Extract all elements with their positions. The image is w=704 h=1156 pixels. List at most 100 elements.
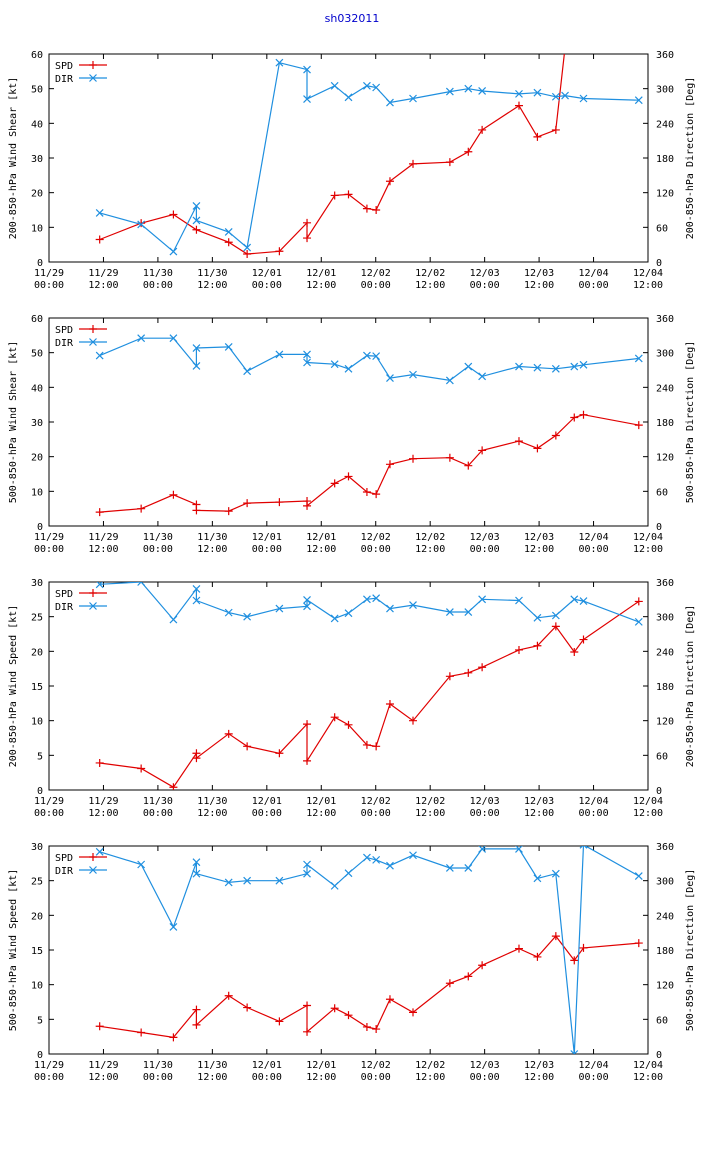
data-point-spd xyxy=(445,453,454,462)
legend-marker-spd xyxy=(89,61,97,69)
data-point-dir xyxy=(137,220,146,229)
y-tick-label-right: 360 xyxy=(656,50,674,61)
x-tick-label-time: 00:00 xyxy=(361,808,391,819)
series-line-spd xyxy=(99,414,639,513)
data-point-dir xyxy=(634,617,643,626)
data-point-spd xyxy=(464,461,473,470)
x-tick-label-date: 12/01 xyxy=(306,1060,336,1071)
x-tick-label-date: 12/04 xyxy=(578,532,608,543)
data-point-dir xyxy=(478,595,487,604)
x-tick-label-date: 12/03 xyxy=(470,532,500,543)
y-tick-label-left: 30 xyxy=(31,418,43,429)
data-point-spd xyxy=(464,972,473,981)
legend-label-spd: SPD xyxy=(55,853,73,864)
x-tick-label-time: 00:00 xyxy=(578,280,608,291)
data-point-dir xyxy=(579,846,588,849)
y-tick-label-left: 20 xyxy=(31,453,43,464)
data-point-dir xyxy=(579,94,588,103)
data-point-spd xyxy=(192,1005,201,1014)
y-tick-label-left: 30 xyxy=(31,154,43,165)
data-point-dir xyxy=(243,612,252,621)
chart-panel-1: 11/2900:0011/2912:0011/3000:0011/3012:00… xyxy=(8,43,696,291)
x-tick-label-date: 12/04 xyxy=(633,1060,663,1071)
x-tick-label-date: 12/03 xyxy=(470,796,500,807)
data-point-spd xyxy=(169,783,178,790)
x-tick-label-date: 11/30 xyxy=(197,1060,227,1071)
data-point-spd xyxy=(243,742,252,751)
series-spd xyxy=(95,43,569,259)
legend-label-dir: DIR xyxy=(55,602,74,613)
x-tick-label-date: 11/30 xyxy=(197,268,227,279)
data-point-spd xyxy=(561,43,569,51)
x-tick-label-date: 12/02 xyxy=(415,532,445,543)
data-point-dir xyxy=(363,853,371,862)
x-tick-label-time: 12:00 xyxy=(88,544,118,555)
data-point-spd xyxy=(533,641,542,650)
series-dir xyxy=(95,58,643,256)
data-point-spd xyxy=(303,1001,312,1010)
data-point-dir xyxy=(303,869,311,878)
x-tick-label-time: 00:00 xyxy=(470,808,500,819)
data-point-dir xyxy=(192,585,201,593)
legend-label-dir: DIR xyxy=(55,866,74,877)
x-tick-label-time: 12:00 xyxy=(197,280,227,291)
data-point-dir xyxy=(243,876,252,885)
data-point-spd xyxy=(275,749,284,758)
y-tick-label-right: 240 xyxy=(656,119,674,130)
y-tick-label-right: 180 xyxy=(656,682,674,693)
data-point-spd xyxy=(362,488,371,497)
x-tick-label-time: 12:00 xyxy=(306,544,336,555)
x-tick-label-time: 12:00 xyxy=(524,1072,554,1083)
plot-frame xyxy=(48,845,649,1055)
data-point-spd xyxy=(570,413,579,422)
chart-panel-3: 11/2900:0011/2912:0011/3000:0011/3012:00… xyxy=(8,578,696,819)
y-tick-label-left: 50 xyxy=(31,349,43,360)
y-tick-label-left: 50 xyxy=(31,85,43,96)
data-point-dir xyxy=(224,608,233,617)
data-point-dir xyxy=(386,861,394,870)
data-point-spd xyxy=(330,713,339,722)
y-tick-label-left: 0 xyxy=(37,522,43,533)
y-tick-label-left: 25 xyxy=(31,613,43,624)
data-point-dir xyxy=(192,869,201,878)
y-axis-label-right: 200-850-hPa Direction [Deg] xyxy=(685,77,696,240)
y-tick-label-left: 60 xyxy=(31,314,43,325)
y-tick-label-left: 20 xyxy=(31,647,43,658)
x-tick-label-time: 12:00 xyxy=(633,280,663,291)
data-point-spd xyxy=(330,191,339,200)
series-line-spd xyxy=(99,935,639,1039)
series-dir xyxy=(95,582,643,626)
data-point-dir xyxy=(372,594,381,603)
data-point-dir xyxy=(275,58,284,67)
x-tick-label-date: 12/01 xyxy=(306,532,336,543)
data-point-spd xyxy=(137,504,146,513)
legend-marker-dir xyxy=(89,338,97,346)
y-axis-label-left: 500-850-hPa Wind Shear [kt] xyxy=(8,341,19,504)
data-point-dir xyxy=(363,595,371,604)
data-point-spd xyxy=(169,490,178,499)
y-tick-label-right: 240 xyxy=(656,911,674,922)
data-point-dir xyxy=(243,243,252,252)
series-line-dir xyxy=(99,61,639,253)
data-point-dir xyxy=(303,65,311,74)
data-point-dir xyxy=(464,864,473,872)
data-point-spd xyxy=(478,125,487,134)
y-tick-label-right: 0 xyxy=(656,786,662,797)
data-point-spd xyxy=(551,431,560,440)
x-tick-label-date: 12/03 xyxy=(524,532,554,543)
y-tick-label-right: 180 xyxy=(656,946,674,957)
y-tick-label-left: 5 xyxy=(37,1015,43,1026)
series-dir xyxy=(95,846,643,1054)
series-spd xyxy=(95,932,643,1042)
legend-marker-dir xyxy=(89,74,97,82)
data-point-dir xyxy=(330,360,339,369)
data-point-dir xyxy=(275,604,284,613)
data-point-spd xyxy=(478,961,487,970)
x-tick-label-time: 00:00 xyxy=(143,544,173,555)
y-tick-label-left: 40 xyxy=(31,383,43,394)
data-point-dir xyxy=(533,613,542,622)
data-point-dir xyxy=(95,351,104,360)
series-line-spd xyxy=(99,54,565,255)
legend-label-dir: DIR xyxy=(55,338,74,349)
